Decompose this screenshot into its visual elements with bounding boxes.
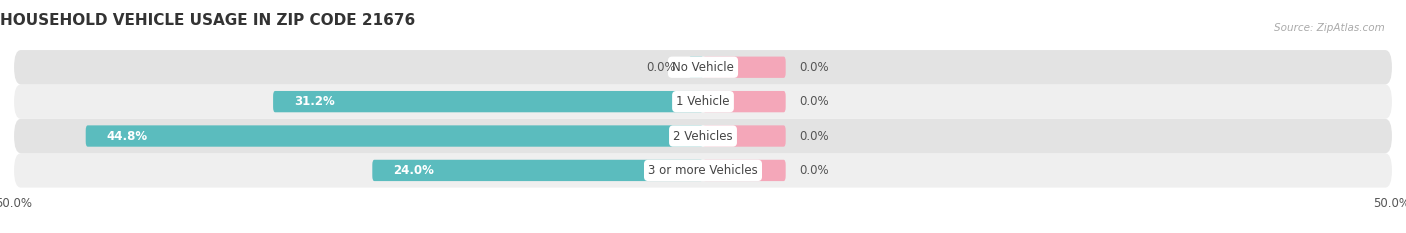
FancyBboxPatch shape [689, 57, 703, 78]
Text: Source: ZipAtlas.com: Source: ZipAtlas.com [1274, 23, 1385, 33]
FancyBboxPatch shape [703, 91, 786, 112]
Text: 0.0%: 0.0% [800, 61, 830, 74]
FancyBboxPatch shape [703, 125, 786, 147]
Text: 0.0%: 0.0% [800, 164, 830, 177]
FancyBboxPatch shape [703, 57, 786, 78]
Text: 1 Vehicle: 1 Vehicle [676, 95, 730, 108]
FancyBboxPatch shape [703, 160, 786, 181]
Text: 0.0%: 0.0% [645, 61, 675, 74]
Text: 0.0%: 0.0% [800, 95, 830, 108]
Text: 3 or more Vehicles: 3 or more Vehicles [648, 164, 758, 177]
FancyBboxPatch shape [14, 84, 1392, 119]
FancyBboxPatch shape [14, 50, 1392, 84]
Text: 2 Vehicles: 2 Vehicles [673, 130, 733, 143]
Text: 31.2%: 31.2% [294, 95, 335, 108]
Text: 44.8%: 44.8% [107, 130, 148, 143]
Text: 24.0%: 24.0% [392, 164, 434, 177]
FancyBboxPatch shape [86, 125, 703, 147]
Text: HOUSEHOLD VEHICLE USAGE IN ZIP CODE 21676: HOUSEHOLD VEHICLE USAGE IN ZIP CODE 2167… [0, 13, 416, 28]
FancyBboxPatch shape [273, 91, 703, 112]
FancyBboxPatch shape [14, 119, 1392, 153]
FancyBboxPatch shape [373, 160, 703, 181]
Text: 0.0%: 0.0% [800, 130, 830, 143]
Text: No Vehicle: No Vehicle [672, 61, 734, 74]
FancyBboxPatch shape [14, 153, 1392, 188]
